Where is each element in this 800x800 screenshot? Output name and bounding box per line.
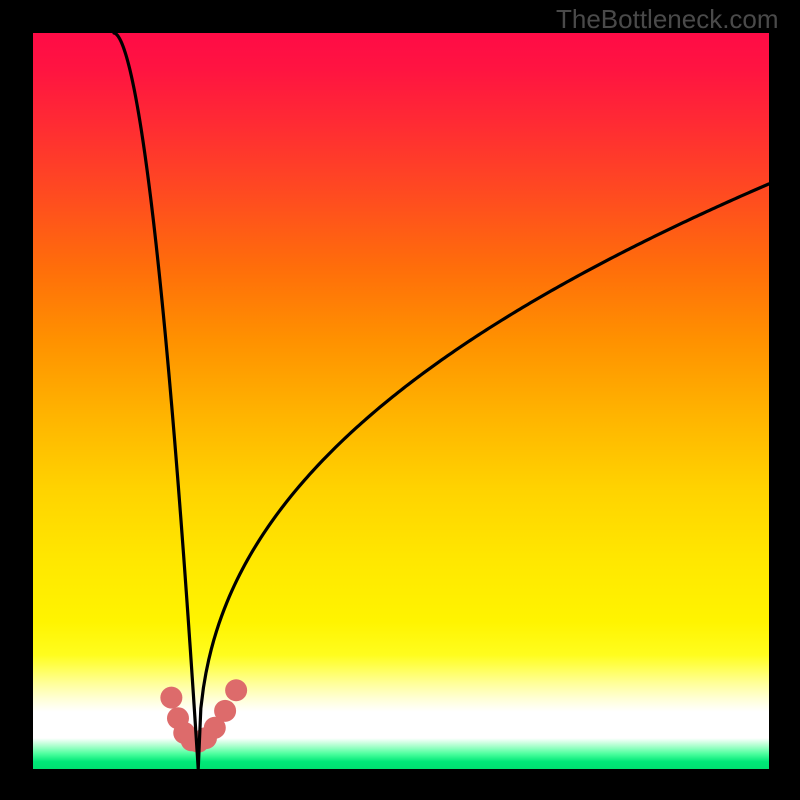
trough-marker (225, 679, 247, 701)
trough-marker (160, 687, 182, 709)
bottleneck-chart (0, 0, 800, 800)
watermark-text: TheBottleneck.com (556, 4, 779, 35)
trough-marker (214, 700, 236, 722)
